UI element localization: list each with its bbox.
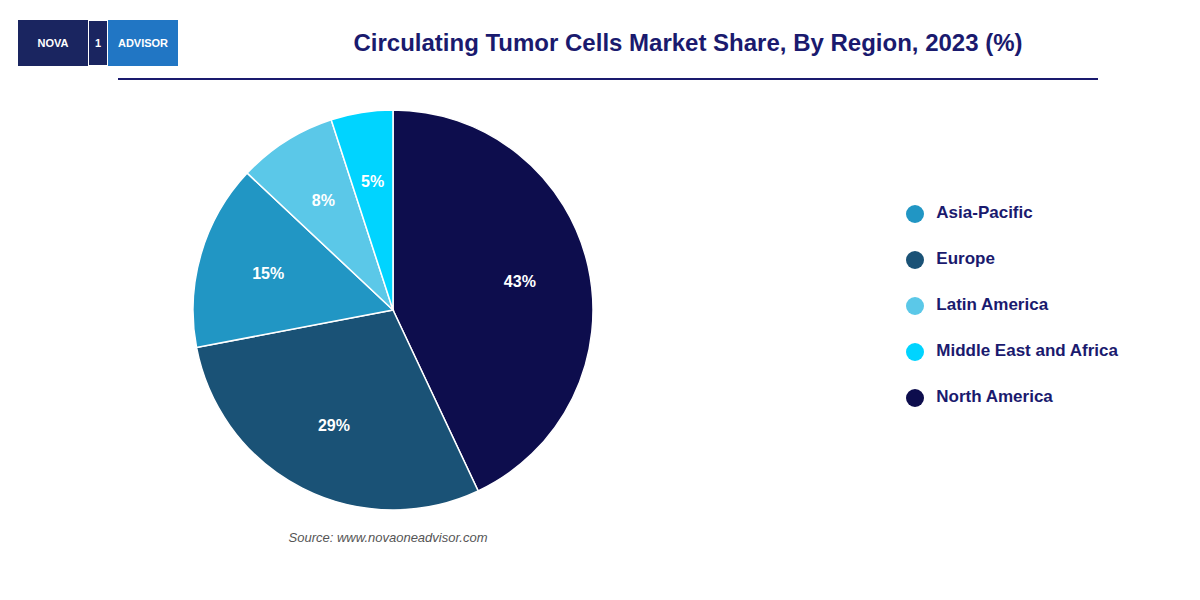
html-text:1: 1 xyxy=(94,37,102,49)
html-text:ADVISOR: ADVISOR xyxy=(117,37,169,49)
svg-text:15%: 15% xyxy=(252,265,284,282)
html-text:North America: North America xyxy=(936,387,1053,406)
html-text:Middle East and Africa: Middle East and Africa xyxy=(936,341,1118,360)
html-text:Circulating Tumor Cells Market: Circulating Tumor Cells Market Share, By… xyxy=(353,29,1023,56)
html-text:NOVA: NOVA xyxy=(37,37,69,49)
svg-text:8%: 8% xyxy=(312,192,335,209)
html-text:Source: www.novaoneadvisor.com: Source: www.novaoneadvisor.com xyxy=(288,530,488,545)
html-text:Asia-Pacific: Asia-Pacific xyxy=(936,203,1033,222)
html-text:Europe: Europe xyxy=(936,249,995,268)
svg-text:29%: 29% xyxy=(318,417,350,434)
svg-text:5%: 5% xyxy=(361,173,384,190)
svg-text:43%: 43% xyxy=(504,273,536,290)
html-text:Latin America: Latin America xyxy=(936,295,1049,314)
